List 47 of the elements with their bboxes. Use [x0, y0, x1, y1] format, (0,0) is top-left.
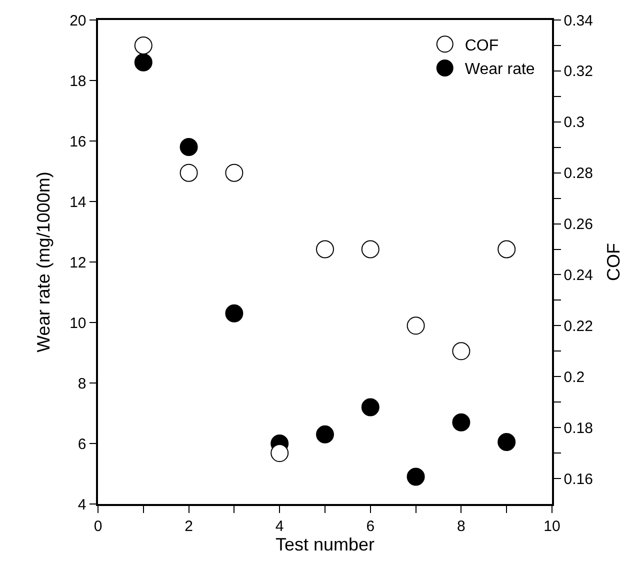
point — [406, 316, 425, 335]
y2-tick-label: 0.34 — [564, 12, 593, 30]
y2-tick-label: 0.26 — [564, 216, 593, 234]
x-tick-label: 8 — [457, 518, 466, 535]
point — [180, 138, 198, 156]
point — [452, 342, 470, 360]
point — [180, 164, 198, 182]
point — [225, 164, 244, 182]
y2-tick-label: 0.32 — [564, 63, 593, 80]
point — [498, 432, 516, 451]
y2-tick-label: 0.28 — [564, 165, 593, 182]
y2-tick-label: 0.3 — [564, 114, 585, 132]
legend-label: COF — [464, 37, 499, 54]
point — [316, 240, 334, 258]
y-tick-label: 12 — [70, 254, 86, 272]
point — [316, 425, 334, 444]
x-tick-label: 2 — [184, 518, 193, 535]
y-tick-label: 14 — [70, 194, 86, 211]
x-tick-label: 6 — [366, 518, 375, 535]
y2-tick-label: 0.22 — [564, 318, 593, 335]
y-tick-label: 6 — [78, 436, 86, 453]
y2-axis-title: COF — [604, 243, 624, 281]
point — [452, 413, 470, 432]
y-tick-label: 16 — [70, 133, 86, 150]
x-tick-label: 0 — [94, 518, 102, 535]
x-tick-label: 4 — [275, 518, 284, 535]
y2-tick-label: 0.24 — [564, 266, 593, 284]
y2-tick-label: 0.18 — [564, 420, 593, 437]
point — [134, 53, 152, 72]
y-tick-label: 4 — [78, 496, 86, 514]
point — [498, 240, 516, 258]
point — [406, 468, 425, 486]
x-tick-label: 10 — [544, 518, 560, 535]
y-axis-title: Wear rate (mg/1000m) — [33, 172, 54, 352]
point — [270, 444, 289, 462]
y2-tick-label: 0.16 — [564, 470, 593, 488]
point — [361, 398, 380, 416]
y-tick-label: 10 — [70, 314, 86, 332]
x-axis-title: Test number — [275, 534, 375, 555]
point — [225, 304, 244, 322]
y-tick-label: 8 — [78, 375, 86, 392]
point — [134, 36, 152, 54]
y2-tick-label: 0.2 — [564, 368, 585, 386]
y-tick-label: 20 — [70, 12, 86, 30]
y-tick-label: 18 — [70, 72, 86, 90]
legend-label: Wear rate — [464, 61, 535, 78]
point — [361, 240, 380, 258]
